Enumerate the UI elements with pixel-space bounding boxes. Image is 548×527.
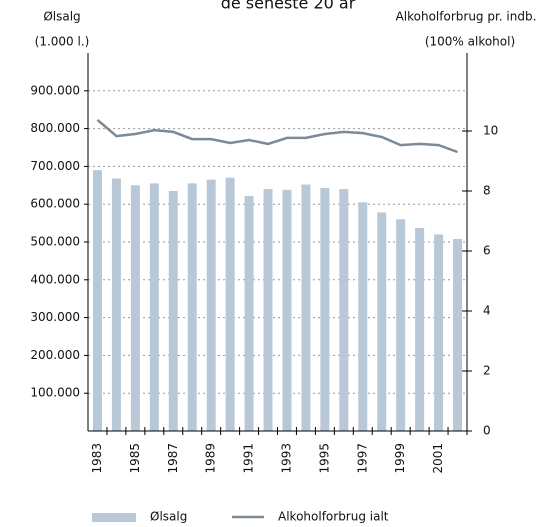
y2-tick-label: 10 (483, 124, 498, 138)
chart-title: de seneste 20 år (221, 0, 356, 13)
y-tick-label: 300.000 (30, 310, 80, 324)
bar (434, 234, 444, 431)
legend-swatch (92, 513, 136, 522)
y2-tick-label: 4 (483, 304, 491, 318)
y-tick-label: 500.000 (30, 235, 80, 249)
bar (92, 170, 102, 431)
bar (301, 184, 311, 431)
x-tick-label: 1999 (393, 443, 407, 474)
line (96, 118, 458, 154)
bar (320, 187, 330, 431)
bar (206, 179, 216, 431)
bar (149, 183, 159, 431)
y-tick-label: 200.000 (30, 348, 80, 362)
bar (453, 238, 463, 431)
y-tick-label: 100.000 (30, 386, 80, 400)
y-tick-label: 700.000 (30, 159, 80, 173)
x-tick-label: 1989 (204, 443, 218, 474)
bar (396, 219, 406, 431)
bar (225, 177, 235, 431)
bar (244, 195, 254, 431)
legend-label: Ølsalg (150, 510, 187, 524)
bar (377, 212, 387, 431)
bar (282, 189, 292, 431)
y2-tick-label: 8 (483, 184, 491, 198)
y2-axis-label: (100% alkohol) (425, 35, 515, 49)
bar (168, 190, 178, 431)
x-tick-label: 1983 (90, 443, 104, 474)
y-axis-label: (1.000 l.) (35, 35, 90, 49)
y2-tick-label: 6 (483, 244, 491, 258)
y-axis-label: Ølsalg (43, 10, 80, 24)
bar (415, 228, 425, 431)
bar (187, 183, 197, 431)
x-tick-label: 1997 (355, 443, 369, 474)
x-tick-label: 1993 (279, 443, 293, 474)
y2-tick-label: 0 (483, 424, 491, 438)
bar (263, 189, 273, 431)
x-tick-label: 1985 (128, 443, 142, 474)
x-tick-label: 2001 (431, 443, 445, 474)
legend-label: Alkoholforbrug ialt (278, 510, 389, 524)
y-tick-label: 800.000 (30, 121, 80, 135)
bar (339, 189, 349, 431)
y-tick-label: 400.000 (30, 272, 80, 286)
bar (358, 202, 368, 431)
y2-axis-label: Alkoholforbrug pr. indb. (396, 10, 537, 24)
x-tick-label: 1991 (242, 443, 256, 474)
y-tick-label: 600.000 (30, 197, 80, 211)
y2-tick-label: 2 (483, 364, 491, 378)
bar (130, 185, 140, 431)
y-tick-label: 900.000 (30, 83, 80, 97)
bar (111, 178, 121, 431)
x-tick-label: 1987 (166, 443, 180, 474)
x-tick-label: 1995 (317, 443, 331, 474)
